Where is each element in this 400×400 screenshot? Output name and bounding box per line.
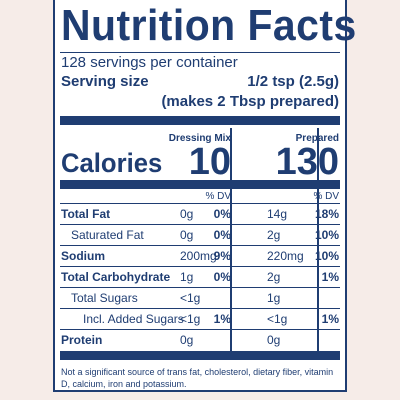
row-prepared-amount: 2g [267,228,281,242]
row-prepared-dv: 1% [321,312,339,326]
row-prepared-dv: 1% [321,270,339,284]
row-prepared-amount: <1g [267,312,288,326]
row-prepared-amount: 14g [267,207,288,221]
row-name-total-sugars: Total Sugars [71,291,138,305]
row-divider [60,329,340,330]
row-divider [60,266,340,267]
calories-prepared: 130 [275,141,339,183]
row-prepared-amount: 1g [267,291,281,305]
prepared-dv-header: % DV [313,191,339,202]
mix-column-header: Dressing Mix [168,133,231,144]
row-name-protein: Protein [61,333,103,347]
nutrition-facts-title: Nutrition Facts [61,1,357,50]
row-prepared-amount: 2g [267,270,281,284]
calories-divider [60,180,340,189]
row-divider [60,287,340,288]
row-mix-dv: 0% [213,270,231,284]
mix-dv-header: % DV [205,191,231,202]
serving-size-label: Serving size [61,73,149,90]
row-prepared-amount: 0g [267,333,281,347]
title-divider [60,52,340,53]
prepared-column-divider [317,128,319,352]
row-mix-amount: 1g [180,270,194,284]
row-mix-amount: 0g [180,228,194,242]
row-divider [60,245,340,246]
servings-per-container: 128 servings per container [61,54,238,71]
footnote: Not a significant source of trans fat, c… [61,367,334,389]
prepared-column-header: Prepared [295,133,339,144]
row-mix-amount: 0g [180,207,194,221]
dv-header-divider [60,203,340,204]
row-mix-dv: 0% [213,207,231,221]
row-name-total-fat: Total Fat [61,207,111,221]
row-mix-dv: 0% [213,228,231,242]
nutrition-facts-panel: Nutrition Facts 128 servings per contain… [53,0,356,392]
row-name-sodium: Sodium [61,249,105,263]
calories-mix: 10 [188,141,231,183]
row-divider [60,224,340,225]
row-mix-amount: 200mg [180,249,217,263]
footnote-divider [60,351,340,360]
row-prepared-dv: 10% [314,249,339,263]
row-name-total-carbohydrate: Total Carbohydrate [61,270,171,284]
serving-size-note: (makes 2 Tbsp prepared) [161,93,339,110]
row-divider [60,308,340,309]
row-mix-amount: <1g [180,312,201,326]
row-mix-dv: 1% [213,312,231,326]
row-prepared-amount: 220mg [267,249,304,263]
row-mix-dv: 9% [213,249,231,263]
serving-size-value: 1/2 tsp (2.5g) [247,73,339,90]
row-prepared-dv: 10% [314,228,339,242]
row-prepared-dv: 18% [314,207,339,221]
row-name-added-sugars: Incl. Added Sugars [83,312,184,326]
serving-divider [60,116,340,125]
mix-column-divider [230,128,232,352]
calories-label: Calories [61,148,163,178]
row-mix-amount: <1g [180,291,201,305]
row-name-saturated-fat: Saturated Fat [71,228,144,242]
row-mix-amount: 0g [180,333,194,347]
